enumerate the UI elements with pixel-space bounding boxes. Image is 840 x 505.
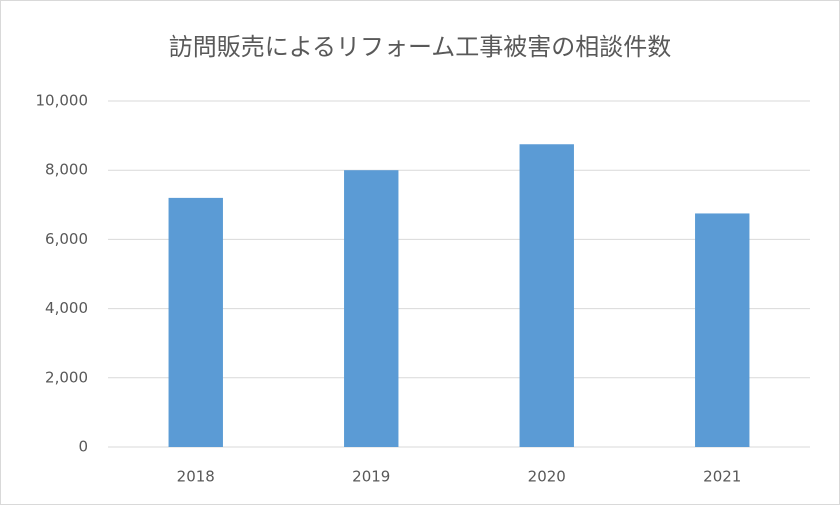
bar — [344, 170, 399, 447]
bar — [168, 197, 223, 447]
chart-title: 訪問販売によるリフォーム工事被害の相談件数 — [169, 33, 672, 61]
bar — [519, 144, 574, 447]
y-tick-label: 6,000 — [45, 230, 88, 248]
x-tick-label: 2019 — [352, 468, 390, 486]
y-tick-label: 4,000 — [45, 299, 88, 317]
bar — [695, 213, 750, 447]
y-tick-label: 10,000 — [36, 92, 89, 110]
y-tick-label: 2,000 — [45, 368, 88, 386]
y-tick-label: 8,000 — [45, 161, 88, 179]
y-tick-label: 0 — [78, 438, 88, 456]
x-tick-label: 2018 — [177, 468, 215, 486]
x-tick-label: 2020 — [528, 468, 566, 486]
x-tick-label: 2021 — [703, 468, 741, 486]
